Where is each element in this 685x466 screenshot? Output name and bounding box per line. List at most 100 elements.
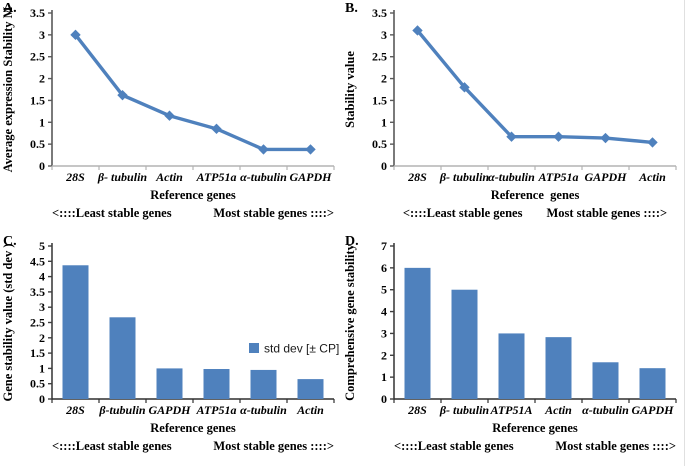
svg-text:28S: 28S (407, 403, 427, 417)
svg-text:28S: 28S (65, 403, 85, 417)
least-stable-genes-label: <::::Least stable genes (402, 206, 523, 220)
stability-bar (250, 369, 277, 399)
svg-text:0: 0 (381, 392, 387, 406)
svg-text:2.5: 2.5 (30, 50, 45, 64)
data-point-marker (553, 131, 564, 142)
svg-text:β- tubulin: β- tubulin (97, 170, 147, 184)
stability-bar (156, 368, 183, 399)
data-point-marker (305, 144, 316, 155)
svg-text:2.5: 2.5 (30, 316, 45, 330)
stability-bar (498, 333, 525, 399)
svg-text:α-tubulin: α-tubulin (240, 403, 287, 417)
panel-a-stability-annotation: <::::Least stable genes Most stable gene… (52, 206, 334, 221)
svg-text:3.5: 3.5 (30, 6, 45, 20)
svg-text:GAPDH: GAPDH (149, 403, 192, 417)
stability-bar (109, 317, 136, 399)
least-stable-genes-label: <::::Least stable genes (52, 206, 172, 220)
svg-text:ATP51a: ATP51a (537, 170, 578, 184)
svg-text:0: 0 (39, 159, 45, 173)
svg-text:2: 2 (381, 72, 387, 86)
stability-line-series (415, 28, 655, 145)
svg-text:ATP51A: ATP51A (489, 403, 532, 417)
svg-text:1.5: 1.5 (30, 346, 45, 360)
panel-b-label: B. (345, 1, 358, 16)
svg-text:0.5: 0.5 (372, 137, 387, 151)
svg-text:2: 2 (39, 331, 45, 345)
svg-text:28S: 28S (65, 170, 85, 184)
svg-text:GAPDH: GAPDH (290, 170, 333, 184)
svg-text:2: 2 (381, 348, 387, 362)
svg-text:3: 3 (381, 28, 387, 42)
bar-chart-comprehensive-gene-stability: 0 1 2 3 4 5 6 7 28S β- tubulin ATP51A Actin α-tubuli… (343, 239, 677, 417)
panel-c-label: C. (3, 234, 17, 249)
data-point-marker (506, 131, 517, 142)
least-stable-genes-label: <::::Least stable genes (52, 439, 172, 453)
svg-text:4: 4 (39, 270, 45, 284)
svg-text:2.5: 2.5 (372, 50, 387, 64)
svg-text:28S: 28S (407, 170, 427, 184)
svg-text:3: 3 (39, 28, 45, 42)
svg-text:1: 1 (39, 115, 45, 129)
panel-c-x-axis-title: Reference genes (150, 421, 236, 435)
svg-text:0: 0 (39, 392, 45, 406)
svg-text:2: 2 (39, 72, 45, 86)
svg-text:5: 5 (381, 283, 387, 297)
panel-a: A. 0 0.5 1 1.5 2 2.5 3 3.5 28S β- tubulin Actin ATP… (0, 0, 342, 233)
y-axis-title: Average expression Stability M (1, 6, 15, 172)
most-stable-genes-label: Most stable genes ::::> (546, 206, 668, 220)
most-stable-genes-label: Most stable genes ::::> (555, 439, 676, 453)
stability-bar (404, 267, 431, 399)
stability-bar (297, 379, 324, 399)
svg-text:0: 0 (381, 159, 387, 173)
svg-text:0.5: 0.5 (30, 137, 45, 151)
svg-text:7: 7 (381, 239, 387, 253)
data-point-marker (70, 29, 81, 41)
svg-text:α-tubulin: α-tubulin (240, 170, 287, 184)
legend-swatch (249, 343, 259, 353)
svg-text:3.5: 3.5 (30, 285, 45, 299)
panel-d-x-axis-title: Reference genes (492, 421, 578, 435)
y-axis-title: Comprehensive gene stability (343, 243, 357, 400)
stability-bar (545, 337, 572, 399)
svg-text:3.5: 3.5 (372, 6, 387, 20)
svg-text:3: 3 (39, 300, 45, 314)
data-point-marker (117, 89, 128, 101)
svg-text:0.5: 0.5 (30, 377, 45, 391)
stability-line-series (73, 33, 313, 152)
svg-text:β- tubulin: β- tubulin (439, 170, 489, 184)
most-stable-genes-label: Most stable genes ::::> (213, 206, 334, 220)
data-point-marker (412, 25, 423, 36)
svg-text:GAPDH: GAPDH (585, 170, 628, 184)
panel-b-x-axis-title: Reference genes (490, 188, 580, 202)
svg-text:1: 1 (381, 115, 387, 129)
svg-text:4: 4 (381, 305, 387, 319)
most-stable-genes-label: Most stable genes ::::> (213, 439, 334, 453)
svg-text:Actin: Actin (296, 403, 324, 417)
svg-text:Actin: Actin (155, 170, 183, 184)
svg-text:ATP51a: ATP51a (195, 403, 236, 417)
panel-c: C. 0 0.5 1 1.5 2 2.5 3 3.5 4 4.5 5 28S β-tubulin GAPD… (0, 233, 342, 466)
data-point-marker (600, 132, 611, 144)
panel-b-stability-annotation: <::::Least stable genes Most stable gene… (394, 206, 676, 221)
svg-text:Actin: Actin (544, 403, 572, 417)
svg-text:6: 6 (381, 261, 387, 275)
svg-text:GAPDH: GAPDH (632, 403, 675, 417)
stability-bar (592, 362, 619, 399)
svg-text:β-tubulin: β-tubulin (98, 403, 145, 417)
data-point-marker (164, 110, 175, 121)
svg-text:1: 1 (381, 370, 387, 384)
line-chart-stability-value: 0 0.5 1 1.5 2 2.5 3 3.5 28S β- tubulin α-tubulin AT… (343, 6, 677, 184)
panel-d-label: D. (345, 234, 359, 249)
svg-text:1.5: 1.5 (372, 93, 387, 107)
bar-chart-gene-stability-std-dev: 00.5 11.522.5 33.54 4.55 28S β-tubulin GAPDH AT… (1, 239, 339, 417)
panel-c-stability-annotation: <::::Least stable genes Most stable gene… (52, 439, 334, 454)
panel-b: B. 0 0.5 1 1.5 2 2.5 3 3.5 28S β- tubulin α-tubuli… (342, 0, 685, 233)
svg-text:β- tubulin: β- tubulin (439, 403, 489, 417)
panel-a-x-axis-title: Reference genes (150, 188, 236, 202)
svg-text:3: 3 (381, 326, 387, 340)
svg-text:1: 1 (39, 361, 45, 375)
panel-d: D. 0 1 2 3 4 5 6 7 28S β- tubulin ATP51A Actin α-tub… (342, 233, 685, 466)
panel-a-label: A. (3, 1, 17, 16)
data-point-marker (647, 137, 658, 148)
